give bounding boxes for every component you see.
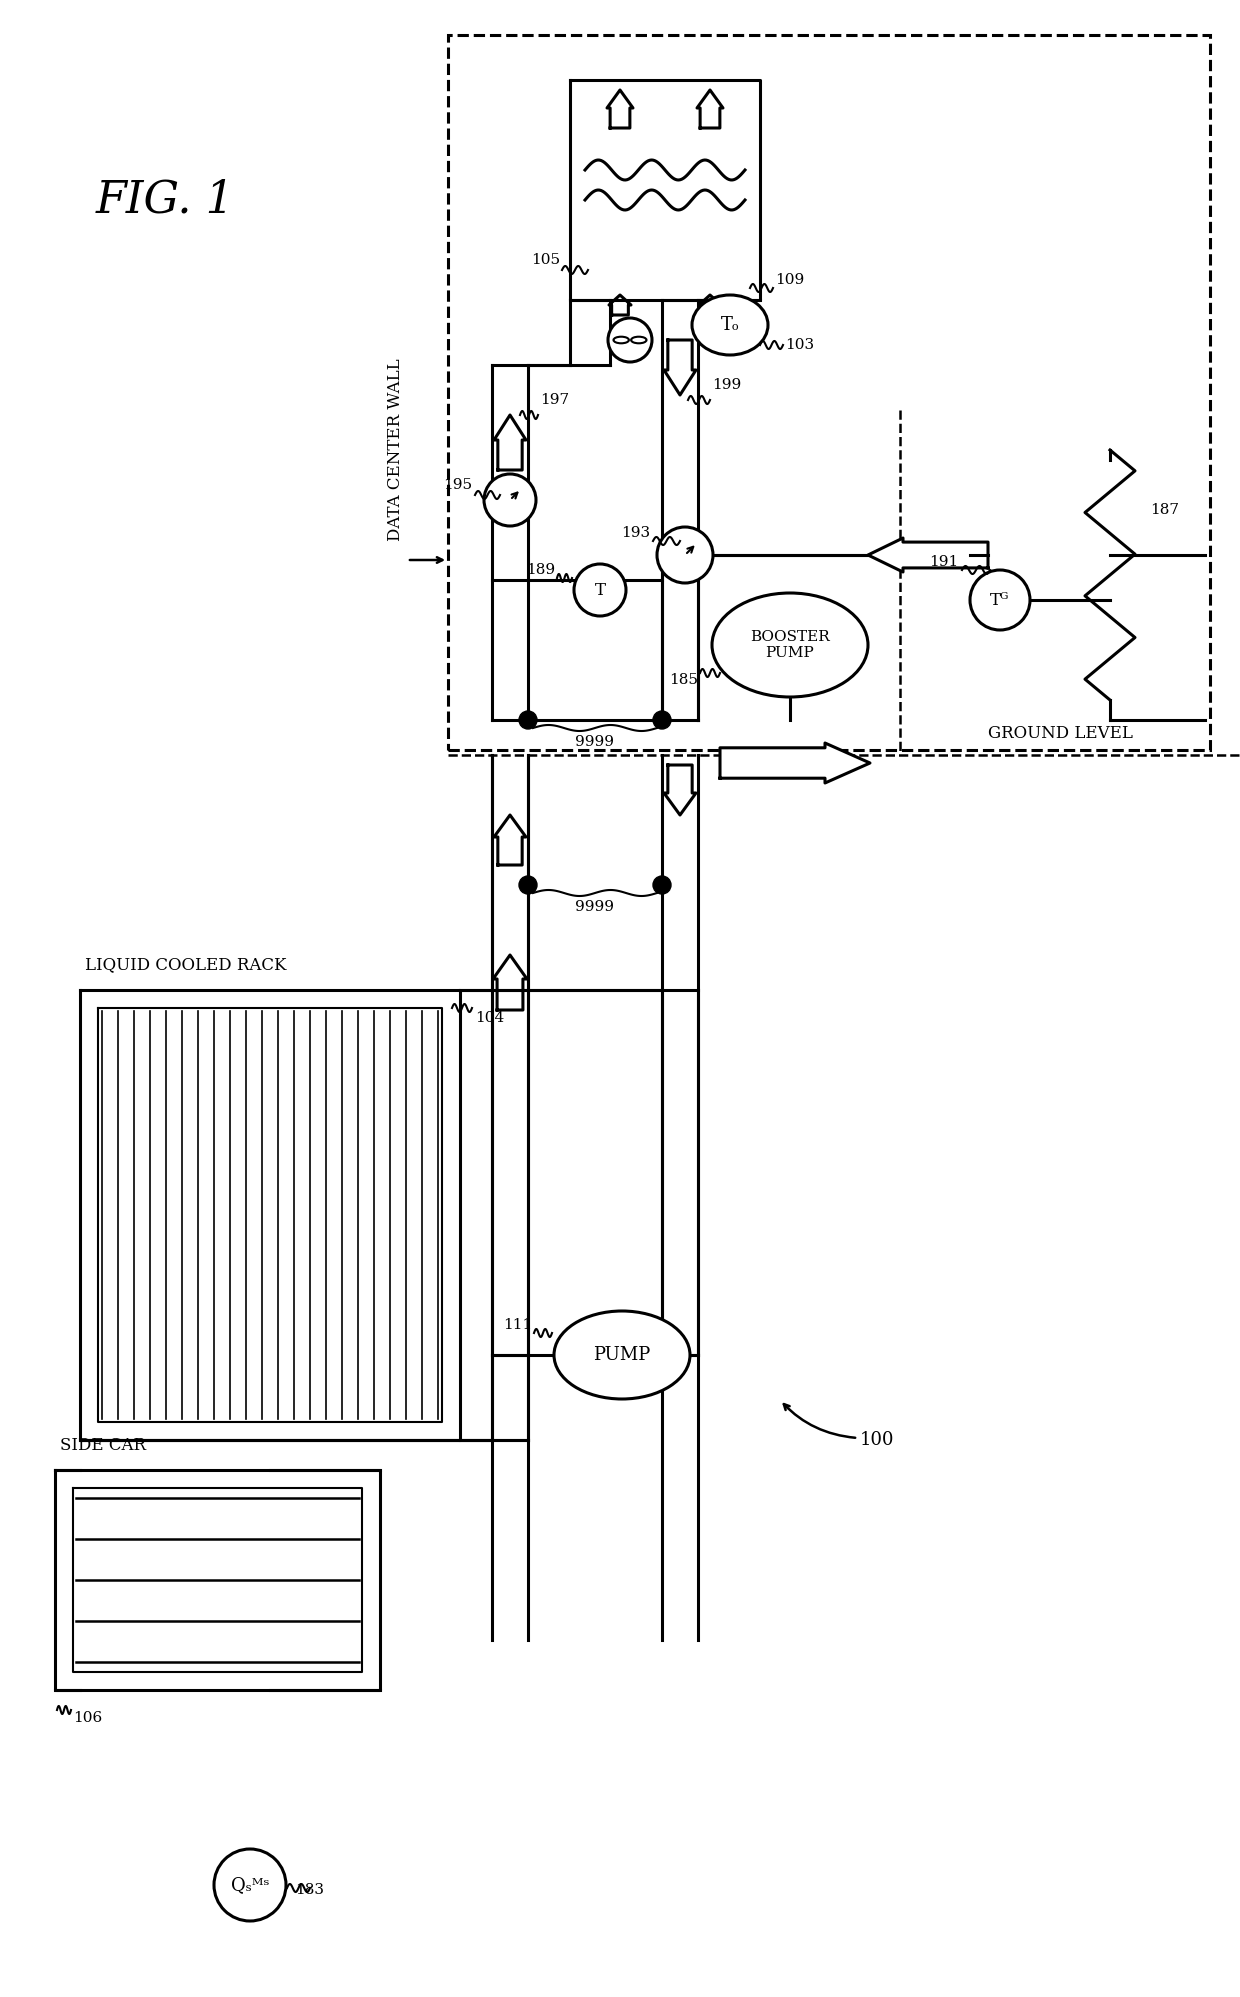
Ellipse shape [614, 337, 629, 343]
Text: 111: 111 [502, 1318, 532, 1332]
Polygon shape [608, 90, 632, 128]
Text: Qₛᴹˢ: Qₛᴹˢ [231, 1875, 269, 1893]
Text: FIG. 1: FIG. 1 [95, 178, 234, 222]
Polygon shape [697, 90, 723, 128]
Text: 105: 105 [531, 254, 560, 268]
Ellipse shape [712, 593, 868, 697]
Polygon shape [663, 765, 696, 815]
Polygon shape [663, 339, 696, 395]
Circle shape [520, 877, 537, 895]
Polygon shape [720, 743, 870, 783]
Text: SIDE CAR: SIDE CAR [60, 1436, 146, 1454]
Circle shape [653, 877, 671, 895]
Text: GROUND LEVEL: GROUND LEVEL [987, 725, 1132, 741]
Polygon shape [494, 955, 527, 1010]
Polygon shape [494, 415, 526, 469]
Text: PUMP: PUMP [594, 1346, 651, 1364]
Text: 109: 109 [775, 274, 805, 288]
Circle shape [608, 318, 652, 361]
Text: LIQUID COOLED RACK: LIQUID COOLED RACK [86, 957, 286, 973]
Circle shape [653, 711, 671, 729]
Circle shape [215, 1849, 286, 1921]
Text: 193: 193 [621, 525, 650, 539]
Bar [448, 36, 1210, 751]
Polygon shape [868, 537, 988, 571]
Text: 183: 183 [295, 1883, 324, 1897]
Text: 189: 189 [526, 563, 556, 577]
Text: 187: 187 [1149, 503, 1179, 517]
Text: 104: 104 [475, 1010, 505, 1024]
Text: 106: 106 [73, 1711, 102, 1725]
Text: 185: 185 [670, 673, 698, 687]
Circle shape [520, 711, 537, 729]
Ellipse shape [631, 337, 646, 343]
Circle shape [574, 563, 626, 615]
Text: T: T [594, 581, 605, 599]
Text: 9999: 9999 [575, 735, 615, 749]
Text: BOOSTER
PUMP: BOOSTER PUMP [750, 629, 830, 661]
Ellipse shape [692, 296, 768, 355]
Text: 100: 100 [861, 1432, 894, 1450]
Text: 199: 199 [712, 377, 742, 391]
Polygon shape [494, 815, 526, 865]
Text: Tᴳ: Tᴳ [991, 591, 1009, 609]
Text: 103: 103 [785, 337, 815, 351]
Text: 195: 195 [443, 477, 472, 491]
Ellipse shape [554, 1310, 689, 1400]
Polygon shape [699, 296, 720, 316]
Circle shape [484, 473, 536, 525]
Text: Tₒ: Tₒ [720, 316, 739, 333]
Polygon shape [609, 296, 631, 316]
Text: DATA CENTER WALL: DATA CENTER WALL [387, 359, 403, 541]
Text: 191: 191 [929, 555, 959, 569]
Text: 9999: 9999 [575, 901, 615, 915]
Circle shape [970, 569, 1030, 629]
Text: 197: 197 [539, 393, 569, 407]
Circle shape [657, 527, 713, 583]
